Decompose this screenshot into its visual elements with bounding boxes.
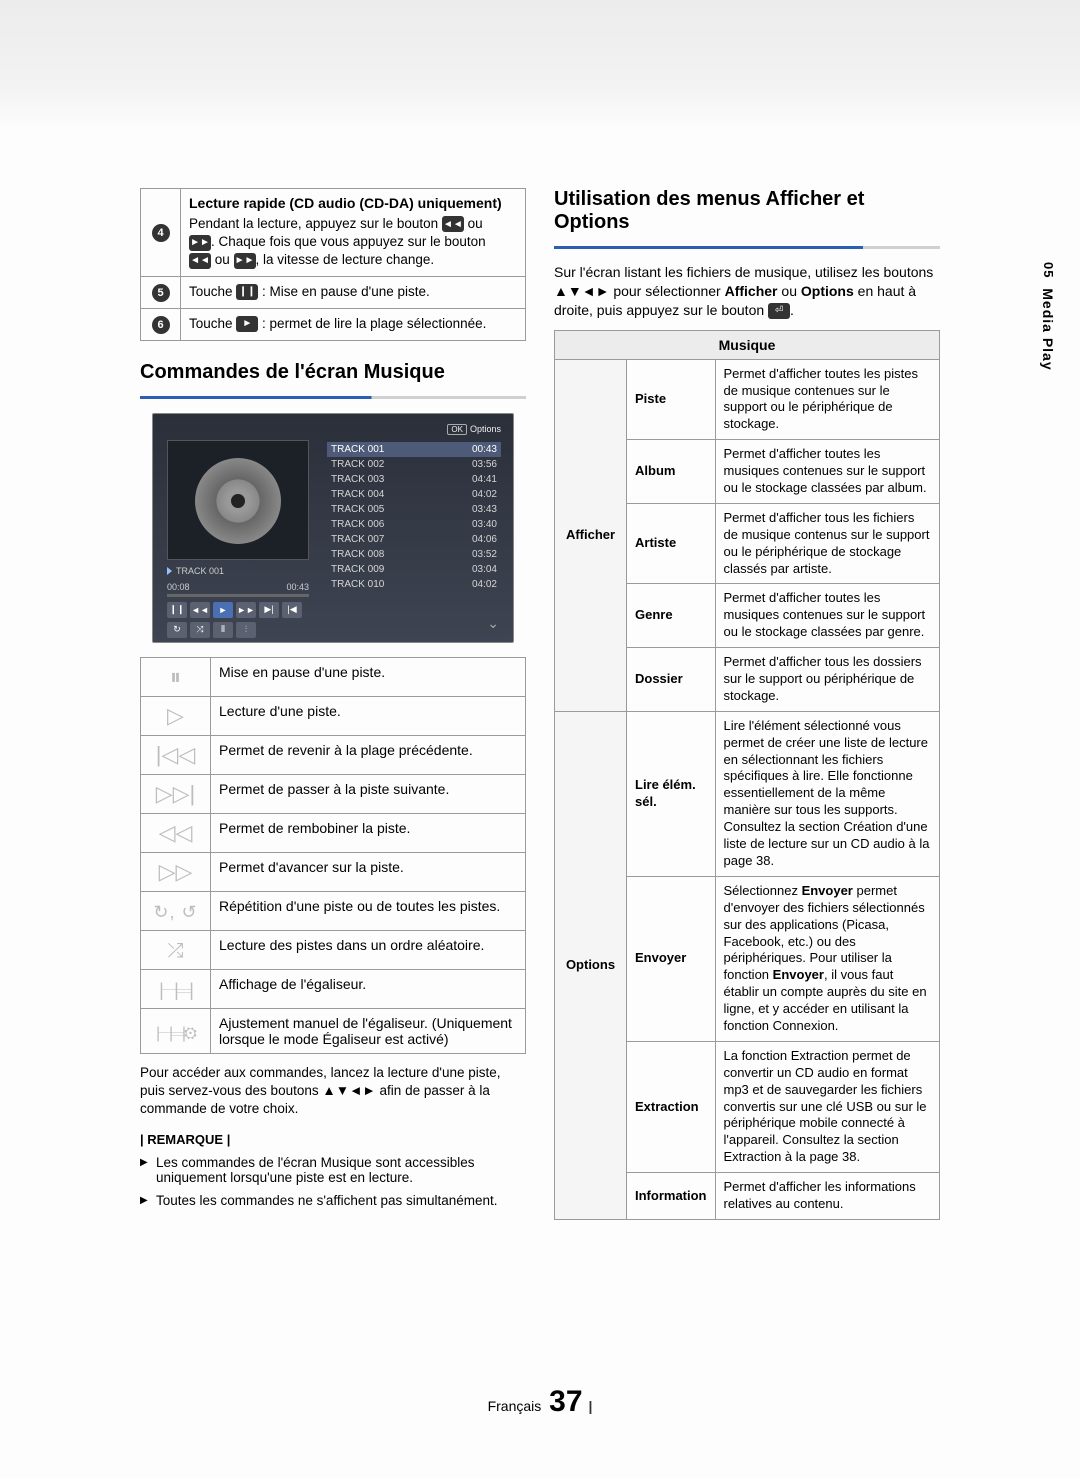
fast-play-desc: Pendant la lecture, appuyez sur le bouto… xyxy=(189,215,517,270)
step-4-badge: 4 xyxy=(152,224,170,242)
music-player-screenshot: OKOptions TRACK 001 00:0800:43 ❙❙◄◄►►►▶|… xyxy=(152,413,514,643)
music-table-header: Musique xyxy=(555,330,940,359)
menu-item-desc: Permet d'afficher toutes les musiques co… xyxy=(715,440,940,504)
remark-item: Toutes les commandes ne s'affichent pas … xyxy=(140,1193,526,1208)
pause-desc: Touche ❙❙ : Mise en pause d'une piste. xyxy=(181,276,526,308)
menu-item-desc: La fonction Extraction permet de convert… xyxy=(715,1041,940,1172)
menu-item-desc: Permet d'afficher tous les fichiers de m… xyxy=(715,503,940,584)
menu-item-desc: Permet d'afficher toutes les pistes de m… xyxy=(715,359,940,440)
control-desc: Permet de revenir à la plage précédente. xyxy=(211,735,526,774)
control-icon: ▷ xyxy=(141,696,211,735)
play-desc: Touche ► : permet de lire la plage sélec… xyxy=(181,308,526,340)
pause-icon: ❙❙ xyxy=(236,284,258,300)
menu-item-name: Genre xyxy=(627,584,716,648)
music-controls-heading: Commandes de l'écran Musique xyxy=(140,361,526,384)
controls-access-note: Pour accéder aux commandes, lancez la le… xyxy=(140,1064,526,1119)
control-icon: ◁◁ xyxy=(141,813,211,852)
remark-list: Les commandes de l'écran Musique sont ac… xyxy=(140,1155,526,1208)
control-desc: Lecture des pistes dans un ordre aléatoi… xyxy=(211,930,526,969)
control-icon: ⤮ xyxy=(141,930,211,969)
forward-icon: ►► xyxy=(189,235,211,251)
remark-item: Les commandes de l'écran Musique sont ac… xyxy=(140,1155,526,1185)
control-icon: |𝄖|𝄗| xyxy=(141,969,211,1008)
control-desc: Mise en pause d'une piste. xyxy=(211,657,526,696)
step-6-badge: 6 xyxy=(152,316,170,334)
fast-play-title: Lecture rapide (CD audio (CD-DA) uniquem… xyxy=(189,195,517,211)
control-desc: Permet d'avancer sur la piste. xyxy=(211,852,526,891)
view-options-intro: Sur l'écran listant les fichiers de musi… xyxy=(554,263,940,320)
remark-heading: | REMARQUE | xyxy=(140,1132,526,1147)
menu-item-name: Lire élém. sél. xyxy=(627,711,716,876)
view-options-heading: Utilisation des menus Afficher et Option… xyxy=(554,188,940,234)
rewind-icon: ◄◄ xyxy=(442,216,464,232)
controls-meaning-table: ⏸Mise en pause d'une piste.▷Lecture d'un… xyxy=(140,657,526,1054)
forward-icon: ►► xyxy=(234,253,256,269)
options-group: Options xyxy=(555,711,627,1219)
menu-item-desc: Lire l'élément sélectionné vous permet d… xyxy=(715,711,940,876)
control-icon: ▷▷ xyxy=(141,852,211,891)
menu-item-name: Album xyxy=(627,440,716,504)
control-desc: Permet de passer à la piste suivante. xyxy=(211,774,526,813)
rewind-icon: ◄◄ xyxy=(189,253,211,269)
control-icon: ⏸ xyxy=(141,657,211,696)
section-side-label: 05 Media Play xyxy=(1040,262,1056,371)
step-5-badge: 5 xyxy=(152,284,170,302)
control-desc: Affichage de l'égaliseur. xyxy=(211,969,526,1008)
control-desc: Répétition d'une piste ou de toutes les … xyxy=(211,891,526,930)
menu-item-name: Information xyxy=(627,1173,716,1220)
afficher-group: Afficher xyxy=(555,359,627,711)
play-icon: ► xyxy=(236,316,258,332)
music-menu-table: Musique AfficherPistePermet d'afficher t… xyxy=(554,330,940,1220)
control-desc: Lecture d'une piste. xyxy=(211,696,526,735)
control-desc: Permet de rembobiner la piste. xyxy=(211,813,526,852)
control-icon: ↻, ↺ xyxy=(141,891,211,930)
control-icon: ▷▷| xyxy=(141,774,211,813)
menu-item-name: Dossier xyxy=(627,648,716,712)
menu-item-desc: Sélectionnez Envoyer permet d'envoyer de… xyxy=(715,876,940,1041)
remote-buttons-table: 4 Lecture rapide (CD audio (CD-DA) uniqu… xyxy=(140,188,526,341)
page-footer: Français 37| xyxy=(0,1385,1080,1419)
menu-item-name: Piste xyxy=(627,359,716,440)
menu-item-desc: Permet d'afficher les informations relat… xyxy=(715,1173,940,1220)
menu-item-desc: Permet d'afficher toutes les musiques co… xyxy=(715,584,940,648)
menu-item-name: Envoyer xyxy=(627,876,716,1041)
control-desc: Ajustement manuel de l'égaliseur. (Uniqu… xyxy=(211,1008,526,1053)
enter-icon: ⏎ xyxy=(768,303,790,319)
menu-item-desc: Permet d'afficher tous les dossiers sur … xyxy=(715,648,940,712)
control-icon: |◁◁ xyxy=(141,735,211,774)
menu-item-name: Extraction xyxy=(627,1041,716,1172)
menu-item-name: Artiste xyxy=(627,503,716,584)
control-icon: |𝄖|𝄗|⚙ xyxy=(141,1008,211,1053)
